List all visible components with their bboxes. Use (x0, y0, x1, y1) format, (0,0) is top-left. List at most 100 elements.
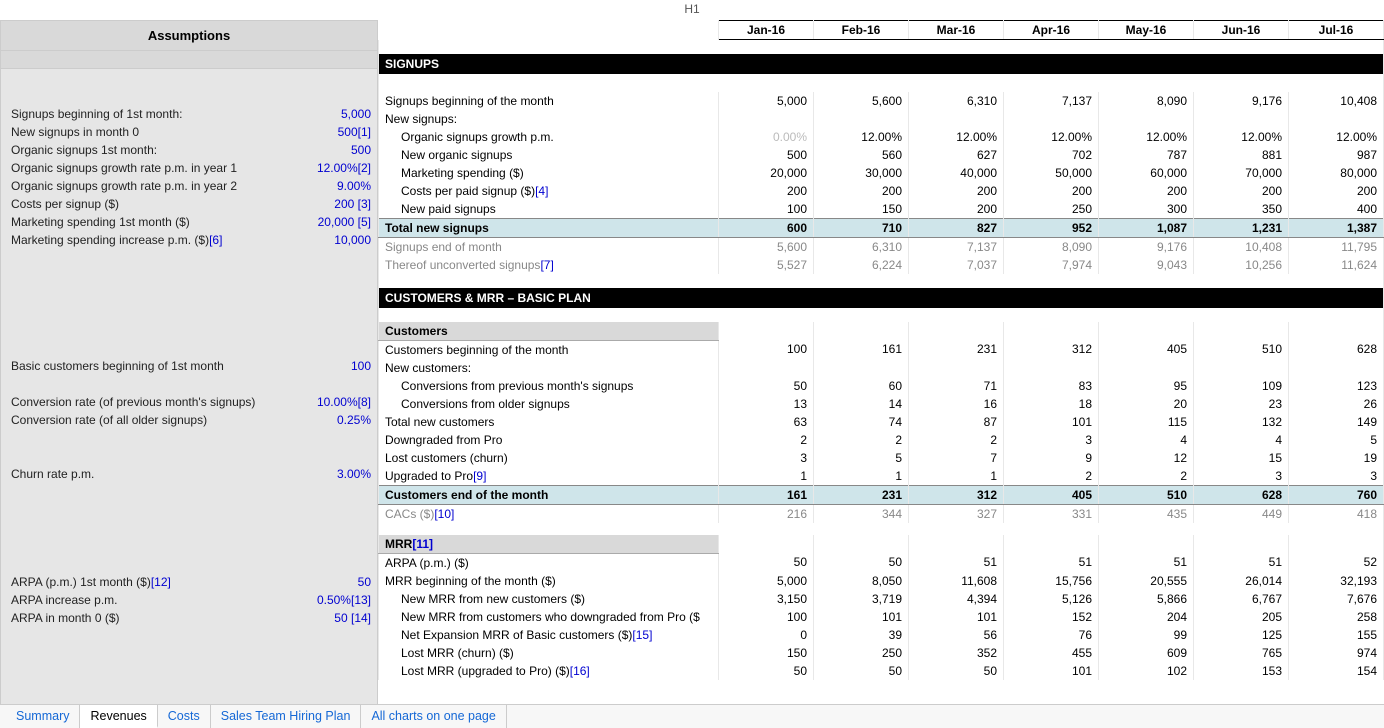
data-cell[interactable]: 200 (814, 182, 909, 200)
data-cell[interactable]: 12 (1099, 449, 1194, 467)
data-cell[interactable]: 39 (814, 626, 909, 644)
spreadsheet-area[interactable]: Jan-16Feb-16Mar-16Apr-16May-16Jun-16Jul-… (378, 20, 1384, 720)
data-cell[interactable]: 132 (1194, 413, 1289, 431)
month-header[interactable]: Jul-16 (1289, 21, 1384, 40)
data-cell[interactable]: 60 (814, 377, 909, 395)
assumption-value[interactable]: 3.00% (281, 465, 371, 483)
data-cell[interactable]: 5,600 (719, 237, 814, 256)
data-cell[interactable]: 5,000 (719, 92, 814, 110)
data-cell[interactable]: 510 (1194, 340, 1289, 359)
data-cell[interactable]: 4 (1099, 431, 1194, 449)
data-cell[interactable]: 510 (1099, 485, 1194, 504)
data-cell[interactable] (1194, 359, 1289, 377)
data-cell[interactable]: 8,090 (1099, 92, 1194, 110)
data-cell[interactable]: 702 (1004, 146, 1099, 164)
data-cell[interactable]: 50 (719, 553, 814, 572)
data-cell[interactable] (719, 110, 814, 128)
data-cell[interactable]: 5,866 (1099, 590, 1194, 608)
data-cell[interactable]: 155 (1289, 626, 1384, 644)
data-cell[interactable]: 101 (814, 608, 909, 626)
sheet-tab[interactable]: Sales Team Hiring Plan (211, 705, 362, 728)
data-grid[interactable]: Jan-16Feb-16Mar-16Apr-16May-16Jun-16Jul-… (378, 20, 1384, 680)
month-header[interactable]: May-16 (1099, 21, 1194, 40)
data-cell[interactable]: 405 (1099, 340, 1194, 359)
data-cell[interactable]: 4,394 (909, 590, 1004, 608)
assumption-value[interactable]: 10,000 (281, 231, 371, 249)
data-cell[interactable]: 7,137 (1004, 92, 1099, 110)
data-cell[interactable]: 23 (1194, 395, 1289, 413)
data-cell[interactable]: 51 (1004, 553, 1099, 572)
data-cell[interactable] (719, 359, 814, 377)
data-cell[interactable]: 9,176 (1194, 92, 1289, 110)
data-cell[interactable]: 2 (814, 431, 909, 449)
data-cell[interactable]: 300 (1099, 200, 1194, 219)
data-cell[interactable]: 205 (1194, 608, 1289, 626)
data-cell[interactable]: 250 (814, 644, 909, 662)
data-cell[interactable]: 12.00% (1194, 128, 1289, 146)
data-cell[interactable]: 71 (909, 377, 1004, 395)
data-cell[interactable]: 312 (1004, 340, 1099, 359)
data-cell[interactable]: 5,126 (1004, 590, 1099, 608)
data-cell[interactable]: 115 (1099, 413, 1194, 431)
data-cell[interactable]: 1 (814, 467, 909, 486)
data-cell[interactable]: 200 (909, 200, 1004, 219)
data-cell[interactable]: 2 (719, 431, 814, 449)
data-cell[interactable] (1099, 110, 1194, 128)
data-cell[interactable]: 352 (909, 644, 1004, 662)
data-cell[interactable] (1004, 359, 1099, 377)
data-cell[interactable]: 51 (909, 553, 1004, 572)
data-cell[interactable]: 154 (1289, 662, 1384, 680)
data-cell[interactable] (1099, 359, 1194, 377)
month-header[interactable]: Jun-16 (1194, 21, 1289, 40)
data-cell[interactable]: 101 (909, 608, 1004, 626)
data-cell[interactable]: 6,310 (814, 237, 909, 256)
data-cell[interactable]: 5 (1289, 431, 1384, 449)
data-cell[interactable]: 51 (1099, 553, 1194, 572)
data-cell[interactable]: 200 (909, 182, 1004, 200)
assumption-value[interactable]: 0.50%[13] (281, 591, 371, 609)
data-cell[interactable]: 418 (1289, 504, 1384, 523)
data-cell[interactable]: 2 (1099, 467, 1194, 486)
data-cell[interactable]: 200 (1004, 182, 1099, 200)
data-cell[interactable]: 30,000 (814, 164, 909, 182)
data-cell[interactable]: 101 (1004, 662, 1099, 680)
data-cell[interactable]: 32,193 (1289, 572, 1384, 590)
month-header[interactable]: Mar-16 (909, 21, 1004, 40)
data-cell[interactable]: 50 (909, 662, 1004, 680)
month-header[interactable]: Apr-16 (1004, 21, 1099, 40)
data-cell[interactable]: 74 (814, 413, 909, 431)
sheet-tab[interactable]: Revenues (80, 705, 157, 728)
data-cell[interactable]: 76 (1004, 626, 1099, 644)
data-cell[interactable]: 11,608 (909, 572, 1004, 590)
assumption-value[interactable]: 50 (281, 573, 371, 591)
data-cell[interactable]: 50 (719, 662, 814, 680)
data-cell[interactable]: 628 (1289, 340, 1384, 359)
data-cell[interactable]: 435 (1099, 504, 1194, 523)
data-cell[interactable] (1289, 359, 1384, 377)
data-cell[interactable]: 161 (719, 485, 814, 504)
data-cell[interactable]: 20 (1099, 395, 1194, 413)
data-cell[interactable]: 987 (1289, 146, 1384, 164)
data-cell[interactable]: 60,000 (1099, 164, 1194, 182)
data-cell[interactable]: 250 (1004, 200, 1099, 219)
data-cell[interactable]: 161 (814, 340, 909, 359)
data-cell[interactable]: 200 (1194, 182, 1289, 200)
data-cell[interactable]: 12.00% (1289, 128, 1384, 146)
data-cell[interactable]: 449 (1194, 504, 1289, 523)
data-cell[interactable]: 200 (719, 182, 814, 200)
data-cell[interactable]: 231 (814, 485, 909, 504)
data-cell[interactable]: 19 (1289, 449, 1384, 467)
data-cell[interactable]: 125 (1194, 626, 1289, 644)
data-cell[interactable]: 974 (1289, 644, 1384, 662)
data-cell[interactable]: 150 (719, 644, 814, 662)
data-cell[interactable]: 11,624 (1289, 256, 1384, 274)
data-cell[interactable]: 344 (814, 504, 909, 523)
data-cell[interactable]: 16 (909, 395, 1004, 413)
data-cell[interactable] (1289, 110, 1384, 128)
data-cell[interactable]: 51 (1194, 553, 1289, 572)
data-cell[interactable]: 827 (909, 218, 1004, 237)
data-cell[interactable]: 787 (1099, 146, 1194, 164)
data-cell[interactable]: 1,387 (1289, 218, 1384, 237)
sheet-tab[interactable]: Summary (6, 705, 80, 728)
data-cell[interactable]: 153 (1194, 662, 1289, 680)
